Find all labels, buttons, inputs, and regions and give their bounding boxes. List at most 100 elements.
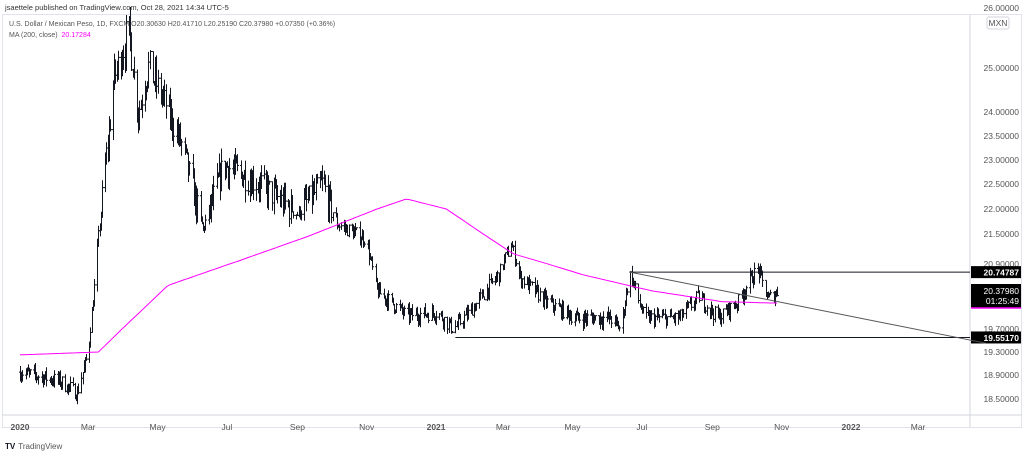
level-price-label: 19.55170 <box>984 333 1020 343</box>
symbol-info: U.S. Dollar / Mexican Peso, 1D, FXCM O20… <box>9 21 336 28</box>
ma-value: 20.17284 <box>61 32 91 39</box>
ohlc-bar <box>745 285 748 300</box>
x-tick-label: Jul <box>221 422 232 432</box>
ohlc-bars <box>19 6 779 405</box>
y-tick-label: 19.70000 <box>984 324 1020 334</box>
ohlc-bar <box>244 160 247 203</box>
y-tick-label: 25.00000 <box>984 63 1020 73</box>
ohlc-bar <box>769 289 772 296</box>
level-price-label: 20.74787 <box>984 268 1020 278</box>
ohlc-bar <box>45 367 48 387</box>
ohlc-bar <box>539 287 542 302</box>
currency-badge-label: MXN <box>989 18 1008 28</box>
ohlc-bar <box>97 225 100 247</box>
ohlc-bar <box>308 185 311 201</box>
ohlc-bar <box>371 256 374 270</box>
ohlc-bar <box>629 271 632 298</box>
ohlc-bar <box>212 175 215 211</box>
y-tick-label: 21.50000 <box>984 229 1020 239</box>
level-price-tag <box>971 331 1021 344</box>
ohlc-bar <box>446 316 449 334</box>
ohlc-bar <box>180 138 183 156</box>
ohlc-bar <box>491 277 494 285</box>
ohlc-bar <box>419 307 422 328</box>
ohlc-bar <box>188 161 191 176</box>
ohlc-bar <box>618 325 621 332</box>
y-tick-label: 22.00000 <box>984 204 1020 214</box>
x-tick-label: Mar <box>911 422 926 432</box>
publisher-line: jsaettele published on TradingView.com, … <box>5 3 229 12</box>
y-tick-label: 18.90000 <box>984 370 1020 380</box>
ohlc-bar <box>475 302 478 311</box>
ohlc-bar <box>21 370 24 382</box>
descending-trendline <box>629 271 987 344</box>
ohlc-bar <box>546 295 549 309</box>
ohlc-bar <box>674 312 677 326</box>
ohlc-bar <box>753 262 756 285</box>
y-tick-label: 24.00000 <box>984 107 1020 117</box>
ohlc-bar <box>64 374 67 393</box>
ohlc-bar <box>459 313 462 326</box>
ohlc-bar <box>642 306 645 314</box>
ohlc-bar <box>204 214 207 231</box>
ohlc-bar <box>117 50 120 80</box>
ohlc-bar <box>714 305 717 323</box>
ohlc-bar <box>172 117 175 147</box>
ohlc-bar <box>292 211 295 219</box>
ohlc-bar <box>348 224 351 238</box>
tradingview-label[interactable]: TradingView <box>18 442 63 451</box>
x-tick-label: Sep <box>290 422 305 432</box>
ohlc-bar <box>152 51 155 84</box>
ohlc-bar <box>82 371 85 385</box>
ohlc-bar <box>634 280 637 291</box>
last-price-label: 20.37980 <box>984 286 1020 296</box>
ohlc-bar <box>411 304 414 321</box>
x-tick-label: Mar <box>496 422 511 432</box>
ohlc-bar <box>729 302 732 322</box>
bar-countdown-label: 01:25:49 <box>986 296 1019 306</box>
y-tick-label: 22.50000 <box>984 179 1020 189</box>
ohlc-bar <box>363 241 366 247</box>
ohlc-bar <box>626 288 629 296</box>
x-tick-label: Mar <box>81 422 96 432</box>
ohlc-bar <box>101 180 104 218</box>
ohlc-bar <box>776 286 779 297</box>
level-price-tag <box>971 266 1021 279</box>
ohlc-bar <box>196 188 199 223</box>
y-tick-label: 18.50000 <box>984 394 1020 404</box>
ohlc-bar <box>562 300 565 320</box>
ohlc-bar <box>690 296 693 311</box>
ohlc-bar <box>554 298 557 311</box>
tradingview-logo-icon: TV <box>5 442 16 451</box>
ohlc-bar <box>284 182 287 210</box>
ohlc-bar <box>247 180 250 196</box>
x-tick-label: 2022 <box>842 422 861 432</box>
ohlc-bar <box>109 119 112 132</box>
ohlc-bar <box>586 310 589 326</box>
ohlc-bar <box>288 200 291 228</box>
ohlc-bar <box>427 312 430 324</box>
ohlc-bar <box>706 305 709 316</box>
ohlc-bar <box>69 376 72 392</box>
ohlc-bar <box>141 94 144 119</box>
ohlc-bar <box>387 290 390 311</box>
y-tick-label: 26.00000 <box>984 3 1020 13</box>
ohlc-bar <box>443 316 446 332</box>
ohlc-bar <box>570 310 573 325</box>
x-tick-label: May <box>564 422 581 432</box>
ohlc-bar <box>435 310 438 326</box>
ohlc-bar <box>37 375 40 385</box>
ma-label: MA (200, close) <box>9 32 58 39</box>
ohlc-bar <box>578 312 581 324</box>
y-tick-label: 20.90000 <box>984 259 1020 269</box>
ohlc-bar <box>602 311 605 331</box>
footer: TV TradingView <box>5 442 62 451</box>
chart-frame <box>2 14 1022 428</box>
ohlc-bar <box>483 296 486 301</box>
y-tick-label: 19.30000 <box>984 347 1020 357</box>
ohlc-bar <box>467 304 470 320</box>
ohlc-bar <box>77 383 80 395</box>
ohlc-bar <box>165 84 168 119</box>
ohlc-bar <box>72 377 75 387</box>
